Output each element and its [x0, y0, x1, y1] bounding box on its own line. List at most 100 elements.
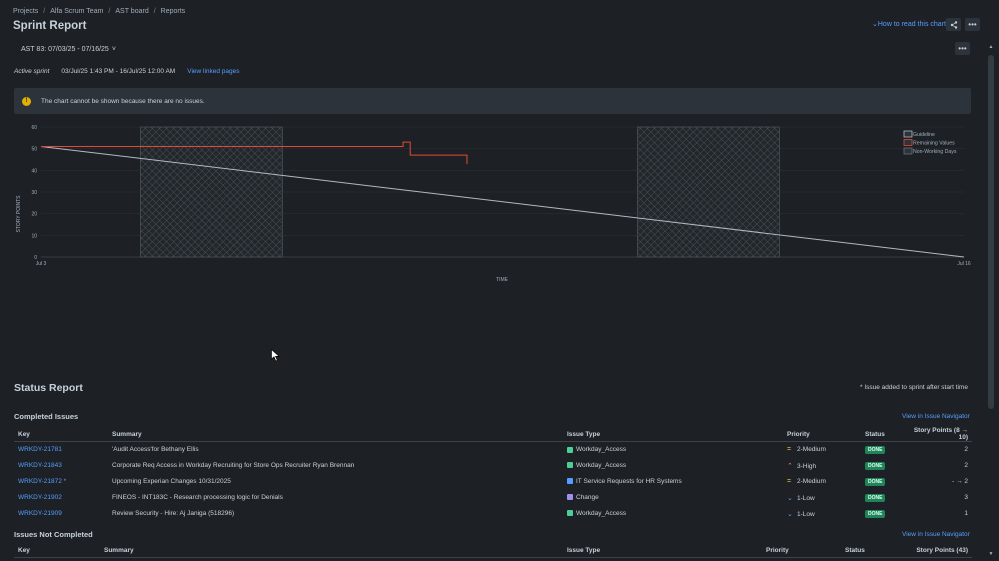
- issue-key-cell: WRKDY-21902: [14, 490, 108, 506]
- issue-key-cell: WRKDY-21909: [14, 506, 108, 522]
- priority-label: 1-Low: [797, 510, 815, 518]
- status-cell: DONE: [861, 442, 901, 458]
- breadcrumb-separator: /: [43, 8, 46, 15]
- column-header: Priority: [762, 545, 841, 558]
- issue-key-link[interactable]: WRKDY-21909: [18, 510, 62, 517]
- issue-key-link[interactable]: WRKDY-21872 *: [18, 478, 67, 485]
- not-completed-view-navigator-link[interactable]: View in Issue Navigator: [902, 531, 970, 538]
- share-button[interactable]: [946, 18, 961, 31]
- legend-swatch: [903, 130, 913, 138]
- y-tick-label: 60: [31, 125, 37, 131]
- x-axis-label: TIME: [496, 277, 509, 283]
- issue-type-icon: [567, 446, 573, 453]
- column-header: Key: [14, 545, 100, 558]
- scroll-down-icon[interactable]: ▼: [988, 551, 994, 557]
- y-tick-label: 0: [34, 255, 37, 261]
- breadcrumb-team[interactable]: Alfa Scrum Team: [50, 8, 104, 15]
- warning-text: The chart cannot be shown because there …: [41, 97, 205, 105]
- priority-cell: = 2-Medium: [783, 442, 861, 458]
- table-row: WRKDY-21909 Review Security - Hire: Aj Ja…: [14, 506, 972, 522]
- status-badge: DONE: [865, 477, 886, 486]
- remaining-values-series: [41, 141, 468, 164]
- issue-key-cell: WRKDY-21872 *: [14, 474, 108, 490]
- more-actions-button[interactable]: •••: [965, 18, 980, 31]
- sprint-meta: Active sprint 03/Jul/25 1:43 PM - 16/Jul…: [14, 68, 240, 75]
- priority-cell: ⌃ 3-High: [783, 458, 861, 474]
- priority-icon: ⌄: [787, 510, 793, 518]
- chart-series: [40, 141, 965, 258]
- status-cell: DONE: [861, 506, 901, 522]
- issue-key-link[interactable]: WRKDY-21843: [18, 462, 62, 469]
- issue-type-label: Workday_Access: [576, 462, 627, 469]
- status-badge: DONE: [865, 509, 886, 518]
- completed-issues-title: Completed Issues: [14, 412, 79, 421]
- story-points: 1: [964, 510, 968, 517]
- page-scrollbar[interactable]: ▲ ▼: [987, 44, 995, 561]
- view-linked-pages-link[interactable]: View linked pages: [187, 68, 240, 75]
- issue-summary: FINEOS - INT183C - Research processing l…: [112, 494, 283, 501]
- column-header: Status: [861, 427, 901, 442]
- issue-type-icon: [567, 462, 573, 469]
- status-cell: DONE: [861, 490, 901, 506]
- more-icon: •••: [968, 20, 977, 29]
- issue-key-link[interactable]: WRKDY-21781: [18, 446, 62, 454]
- chevron-down-icon: ⌄: [872, 21, 878, 28]
- column-header: Issue Type: [563, 545, 762, 558]
- issue-type-label: Workday_Access: [576, 510, 627, 517]
- issue-key-cell: WRKDY-21843: [14, 458, 108, 474]
- status-badge: DONE: [865, 445, 886, 454]
- breadcrumb-separator: /: [153, 8, 156, 15]
- how-to-read-link[interactable]: ⌄How to read this chart: [872, 20, 946, 28]
- sprint-select[interactable]: AST 83: 07/03/25 - 07/16/25 ˅: [15, 42, 122, 56]
- issue-summary: Review Security - Hire: Aj Janiga (51829…: [112, 510, 235, 517]
- non-working-day-hatch: [637, 127, 780, 257]
- column-header: Key: [14, 427, 108, 442]
- column-header: Summary: [100, 545, 563, 558]
- breadcrumb-reports[interactable]: Reports: [160, 8, 186, 15]
- scroll-up-icon[interactable]: ▲: [988, 44, 994, 50]
- story-points: 3: [964, 494, 968, 501]
- legend-swatch: [903, 139, 913, 146]
- x-tick-label: Jul 3: [36, 261, 47, 267]
- scrollbar-thumb[interactable]: [988, 55, 994, 409]
- issue-summary: 'Audit Access'for Bethany Ellis: [112, 446, 199, 454]
- completed-view-navigator-link[interactable]: View in Issue Navigator: [902, 413, 970, 420]
- priority-icon: =: [787, 446, 792, 454]
- issue-type-label: IT Service Requests for HR Systems: [576, 478, 682, 485]
- column-header: Status: [841, 545, 901, 558]
- issue-type-cell: Workday_Access: [563, 458, 783, 474]
- breadcrumb: Projects / Alfa Scrum Team / AST board /…: [13, 8, 185, 15]
- story-points: 2: [964, 462, 968, 469]
- legend-label: Non-Working Days: [913, 149, 957, 155]
- issue-key-link[interactable]: WRKDY-21902: [18, 494, 62, 501]
- breadcrumb-board[interactable]: AST board: [115, 8, 149, 15]
- burndown-chart: STORY POINTS TIME 0 10 20 30 40 50 60 Jul 3 Jul …: [16, 125, 971, 283]
- sprint-status: Active sprint: [14, 68, 50, 75]
- x-tick-label: Jul 16: [957, 261, 971, 267]
- more-icon: •••: [958, 44, 967, 53]
- sprint-more-button[interactable]: •••: [955, 42, 970, 55]
- status-cell: DONE: [861, 458, 901, 474]
- y-tick-label: 50: [31, 147, 37, 153]
- story-points: 2: [964, 446, 968, 454]
- sprint-select-value: AST 83: 07/03/25 - 07/16/25: [21, 45, 109, 53]
- non-working-days: [140, 126, 780, 258]
- status-cell: DONE: [861, 474, 901, 490]
- column-header: Story Points (43): [901, 545, 972, 558]
- column-header: Summary: [108, 427, 563, 442]
- warning-icon: !: [22, 96, 31, 106]
- breadcrumb-projects[interactable]: Projects: [13, 8, 39, 15]
- priority-cell: ⌄ 1-Low: [783, 490, 861, 506]
- chart-ticks: 0 10 20 30 40 50 60 Jul 3 Jul 16: [31, 125, 970, 267]
- status-badge: DONE: [865, 461, 886, 470]
- y-axis-label: STORY POINTS: [16, 195, 22, 233]
- column-header: Priority: [783, 427, 861, 442]
- priority-icon: ⌃: [787, 462, 793, 470]
- priority-label: 3-High: [797, 462, 817, 470]
- legend-label: Remaining Values: [913, 141, 955, 147]
- sprint-dates: 03/Jul/25 1:43 PM - 16/Jul/25 12:00 AM: [61, 68, 176, 75]
- column-header: Story Points (8 → 10): [901, 427, 972, 442]
- completed-issues-table: Key Summary Issue Type Priority Status Story …: [14, 427, 972, 522]
- story-points: - → 2: [952, 478, 968, 485]
- how-to-read-label: How to read this chart: [877, 21, 946, 28]
